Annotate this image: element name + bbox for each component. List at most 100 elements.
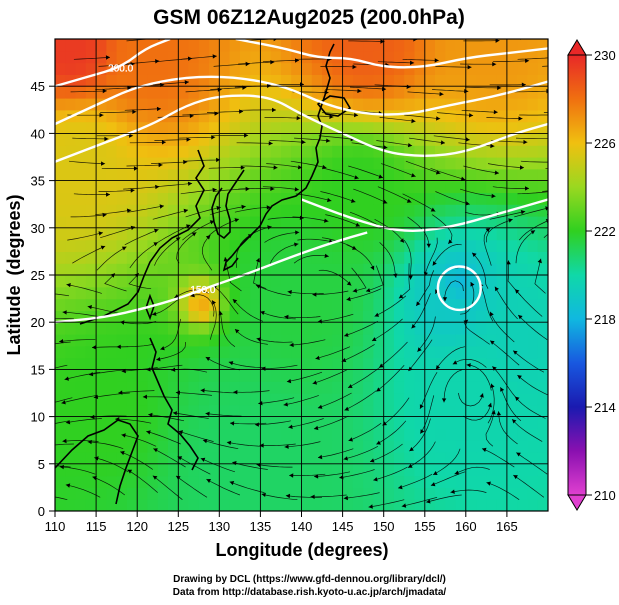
field-cell	[517, 404, 529, 418]
field-cell	[363, 487, 374, 500]
field-cell	[404, 487, 416, 500]
field-cell	[476, 404, 487, 418]
field-cell	[455, 357, 467, 370]
field-cell	[455, 50, 467, 64]
field-cell	[363, 452, 374, 465]
field-cell	[178, 239, 190, 252]
streamline	[520, 160, 548, 163]
field-cell	[537, 251, 548, 264]
field-cell	[96, 369, 107, 382]
field-cell	[383, 275, 395, 288]
field-cell	[435, 369, 446, 382]
streamline-arrow	[515, 396, 520, 401]
field-cell	[496, 416, 508, 429]
field-cell	[55, 487, 66, 500]
field-cell	[383, 345, 395, 359]
streamline	[284, 316, 321, 319]
field-cell	[537, 334, 548, 347]
field-cell	[126, 109, 138, 123]
streamline	[236, 142, 273, 144]
field-cell	[65, 463, 77, 477]
field-cell	[404, 263, 416, 276]
field-cell	[157, 310, 169, 323]
streamline	[200, 389, 237, 394]
field-cell	[55, 251, 66, 264]
field-cell	[198, 86, 210, 99]
contour-label-0: 200.0	[108, 63, 133, 74]
field-cell	[137, 357, 149, 370]
field-cell	[445, 39, 457, 52]
field-cell	[178, 345, 190, 359]
streamline	[129, 141, 166, 144]
field-cell	[322, 393, 333, 406]
streamline	[62, 311, 99, 317]
field-cell	[435, 74, 446, 87]
field-cell	[383, 463, 395, 477]
field-cell	[229, 275, 241, 288]
streamline-arrow	[287, 290, 292, 295]
field-cell	[476, 263, 487, 276]
field-cell	[219, 227, 231, 241]
y-tick-label: 0	[38, 504, 45, 519]
field-cell	[250, 39, 261, 52]
field-cell	[527, 216, 539, 229]
field-cell	[311, 334, 323, 347]
field-cell	[96, 334, 107, 347]
streamline-arrow	[105, 55, 110, 60]
field-cell	[496, 216, 508, 229]
field-cell	[219, 192, 231, 205]
field-cell	[188, 121, 200, 134]
field-cell	[106, 168, 118, 182]
field-cell	[239, 499, 251, 511]
field-cell	[147, 50, 159, 64]
field-cell	[75, 393, 87, 406]
streamline	[318, 135, 355, 140]
field-cell	[188, 168, 200, 182]
field-cell	[239, 180, 251, 193]
field-cell	[239, 39, 251, 52]
field-cell	[527, 393, 539, 406]
field-cell	[476, 475, 487, 488]
field-cell	[188, 463, 200, 477]
field-cell	[496, 74, 508, 87]
field-cell	[260, 168, 272, 182]
field-cell	[352, 404, 364, 418]
field-cell	[270, 499, 282, 511]
field-cell	[311, 251, 323, 264]
field-cell	[342, 310, 354, 323]
field-cell	[322, 345, 333, 359]
streamline-arrow	[314, 474, 319, 479]
credit-drawing: Drawing by DCL (https://www.gfd-dennou.o…	[173, 574, 446, 585]
field-cell	[178, 334, 190, 347]
field-cell	[55, 62, 66, 75]
field-cell	[414, 62, 426, 75]
field-cell	[342, 369, 354, 382]
field-cell	[219, 216, 231, 229]
field-cell	[363, 192, 374, 205]
streamline	[463, 165, 500, 174]
field-cell	[116, 334, 128, 347]
field-cell	[106, 440, 118, 453]
field-cell	[465, 62, 477, 75]
field-cell	[209, 322, 220, 335]
field-cell	[476, 145, 487, 158]
field-cell	[85, 98, 97, 111]
streamline	[70, 214, 107, 218]
field-cell	[517, 50, 529, 64]
field-cell	[137, 98, 149, 111]
field-cell	[157, 62, 169, 75]
field-cell	[239, 227, 251, 241]
field-cell	[260, 393, 272, 406]
field-cell	[96, 487, 107, 500]
field-cell	[301, 463, 313, 477]
field-cell	[363, 275, 374, 288]
field-cell	[435, 298, 446, 311]
field-cell	[465, 357, 477, 370]
field-cell	[404, 192, 416, 205]
field-cell	[85, 192, 97, 205]
field-cell	[352, 216, 364, 229]
streamline-arrow	[153, 448, 158, 453]
field-cell	[168, 86, 179, 99]
field-cell	[404, 381, 416, 394]
field-cell	[435, 239, 446, 252]
